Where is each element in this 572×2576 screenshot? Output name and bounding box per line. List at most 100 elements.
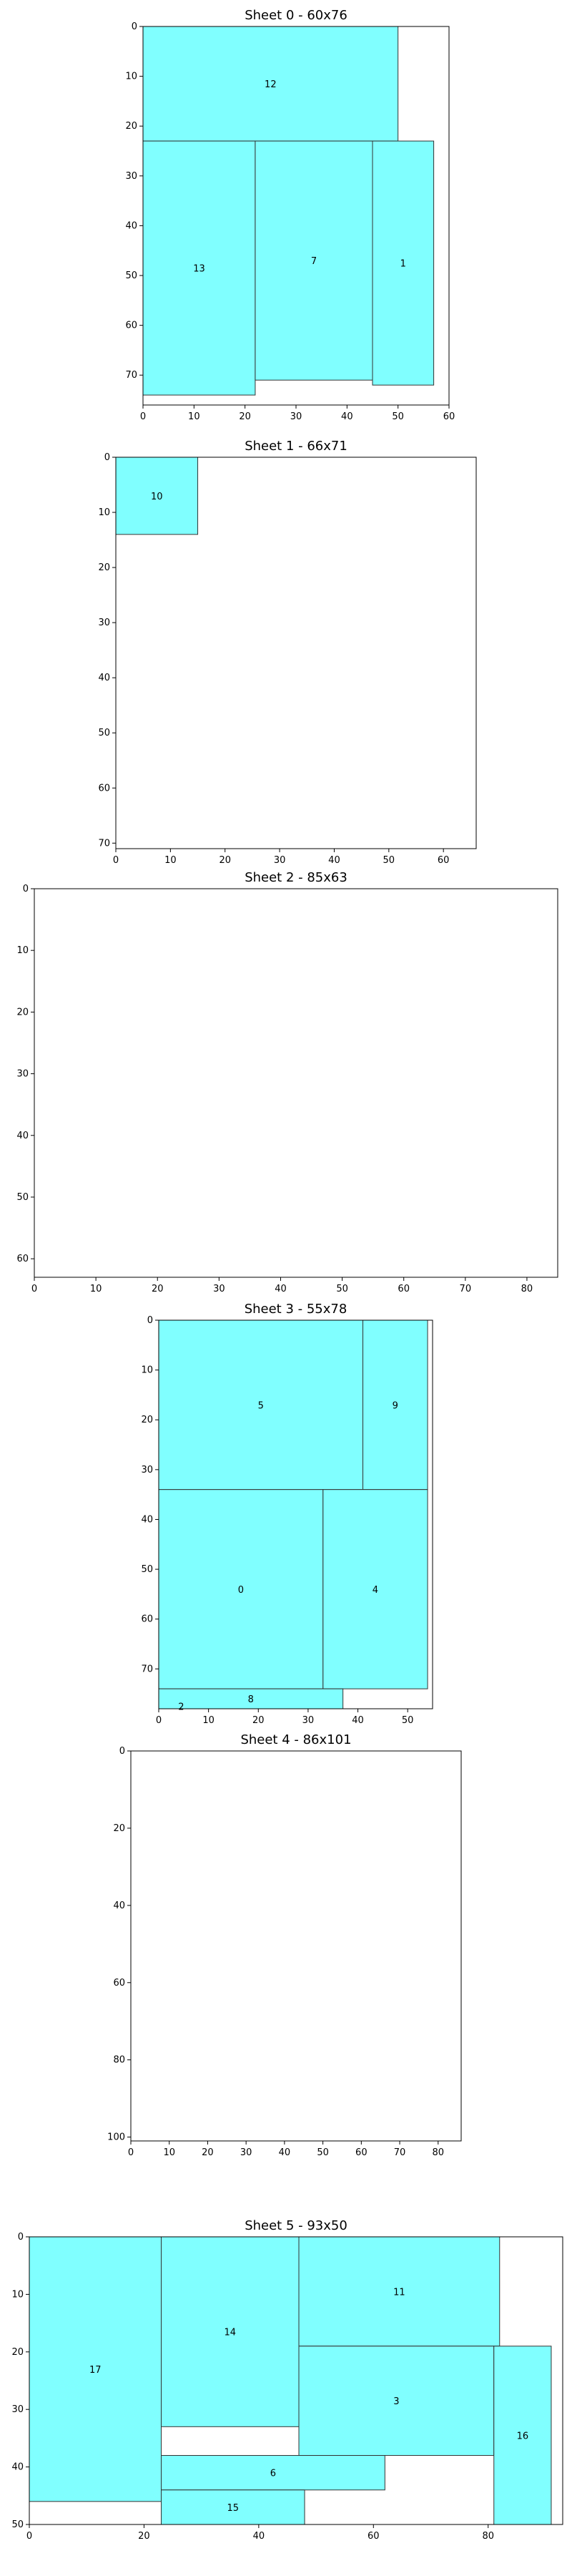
x-tick-label: 0	[140, 411, 146, 422]
y-tick-label: 50	[11, 2519, 24, 2530]
y-tick-label: 60	[125, 321, 137, 331]
y-tick-label: 30	[98, 618, 110, 628]
piece-3	[298, 2346, 495, 2457]
y-tick-label: 0	[104, 452, 110, 463]
x-tick-label: 50	[383, 855, 395, 866]
x-tick-label: 10	[163, 2147, 175, 2158]
x-tick-label: 40	[341, 411, 353, 422]
sheet-title: Sheet 5 - 93x50	[245, 2218, 347, 2233]
x-tick-label: 40	[253, 2531, 265, 2542]
y-tick-label: 40	[113, 1901, 125, 1911]
x-tick-label: 0	[128, 2147, 134, 2158]
piece-label: 15	[227, 2503, 239, 2514]
y-tick-label: 40	[16, 1131, 29, 1141]
y-tick-label: 10	[98, 507, 110, 518]
x-tick-label: 80	[521, 1284, 533, 1294]
y-tick-label: 10	[141, 1365, 153, 1376]
y-tick-label: 0	[23, 884, 29, 894]
x-tick-label: 50	[402, 1715, 414, 1726]
x-tick-label: 30	[302, 1715, 315, 1726]
x-tick-label: 20	[239, 411, 251, 422]
piece-9	[363, 1319, 428, 1491]
x-tick-label: 0	[31, 1284, 37, 1294]
x-tick-label: 0	[113, 855, 119, 866]
piece-label: 0	[238, 1585, 244, 1596]
y-tick-label: 50	[98, 728, 110, 738]
piece-7	[255, 140, 373, 381]
x-tick-label: 10	[188, 411, 200, 422]
y-tick-label: 20	[113, 1823, 125, 1834]
x-tick-label: 40	[279, 2147, 291, 2158]
y-tick-label: 50	[125, 270, 137, 281]
piece-12	[142, 26, 399, 142]
y-tick-label: 70	[125, 370, 137, 381]
y-tick-label: 0	[18, 2232, 24, 2243]
x-tick-label: 30	[290, 411, 302, 422]
y-tick-label: 20	[16, 1007, 29, 1018]
sheet-title: Sheet 2 - 85x63	[245, 870, 347, 885]
y-tick-label: 40	[125, 220, 137, 231]
y-tick-label: 20	[98, 562, 110, 573]
y-tick-label: 60	[113, 1978, 125, 1989]
piece-label: 10	[151, 492, 163, 502]
sheet-frame	[158, 1319, 433, 1709]
y-tick-label: 20	[125, 121, 137, 132]
x-tick-label: 40	[352, 1715, 364, 1726]
y-tick-label: 60	[98, 783, 110, 794]
x-tick-label: 50	[336, 1284, 348, 1294]
y-tick-label: 10	[16, 945, 29, 956]
x-tick-label: 60	[368, 2531, 380, 2542]
y-tick-label: 40	[98, 673, 110, 683]
x-tick-label: 0	[156, 1715, 162, 1726]
piece-label: 9	[393, 1400, 398, 1411]
x-tick-label: 60	[443, 411, 455, 422]
x-tick-label: 20	[252, 1715, 265, 1726]
piece-label: 13	[193, 264, 205, 275]
sheet-4: Sheet 4 - 86x101 0 10 20 30 40 50 60 70 80 0 20 40 60…	[107, 1732, 462, 2158]
x-tick-label: 60	[398, 1284, 410, 1294]
piece-6	[160, 2455, 385, 2491]
piece-label: 17	[89, 2365, 102, 2376]
piece-13	[142, 140, 256, 396]
y-tick-label: 60	[16, 1254, 29, 1264]
x-tick-label: 10	[164, 855, 177, 866]
piece-label: 2	[178, 1702, 184, 1713]
x-tick-label: 70	[460, 1284, 472, 1294]
sheet-frame	[115, 457, 477, 849]
y-tick-label: 70	[141, 1664, 153, 1674]
y-tick-label: 50	[141, 1564, 153, 1575]
piece-0	[158, 1489, 324, 1689]
sheet-frame	[130, 1750, 462, 2142]
piece-1	[372, 140, 435, 386]
piece-10	[115, 457, 199, 535]
y-tick-label: 40	[11, 2462, 24, 2473]
y-tick-label: 10	[125, 72, 137, 82]
piece-14	[160, 2236, 300, 2427]
piece-15	[160, 2489, 305, 2525]
piece-label: 5	[258, 1400, 264, 1411]
x-tick-label: 80	[432, 2147, 444, 2158]
sheet-5: Sheet 5 - 93x50 17 14 11 3 16 6 15 0 20 40 60 80 0 10 2…	[11, 2218, 563, 2542]
sheet-frame	[29, 2236, 563, 2525]
piece-label: 12	[265, 79, 277, 90]
x-tick-label: 0	[26, 2531, 32, 2542]
y-tick-label: 30	[16, 1069, 29, 1080]
piece-label: 16	[517, 2431, 529, 2441]
piece-label: 4	[373, 1585, 378, 1596]
y-tick-label: 30	[11, 2404, 24, 2415]
piece-label: 14	[224, 2328, 236, 2338]
x-tick-label: 60	[355, 2147, 368, 2158]
x-tick-label: 20	[219, 855, 231, 866]
x-tick-label: 60	[438, 855, 450, 866]
x-tick-label: 50	[392, 411, 404, 422]
x-tick-label: 70	[394, 2147, 406, 2158]
x-tick-label: 10	[202, 1715, 214, 1726]
y-tick-label: 0	[147, 1315, 153, 1326]
x-tick-label: 30	[274, 855, 286, 866]
y-tick-label: 30	[125, 171, 137, 182]
y-tick-label: 40	[141, 1514, 153, 1525]
piece-label: 8	[248, 1694, 254, 1705]
piece-label: 7	[311, 256, 317, 267]
sheet-title: Sheet 0 - 60x76	[245, 8, 347, 23]
